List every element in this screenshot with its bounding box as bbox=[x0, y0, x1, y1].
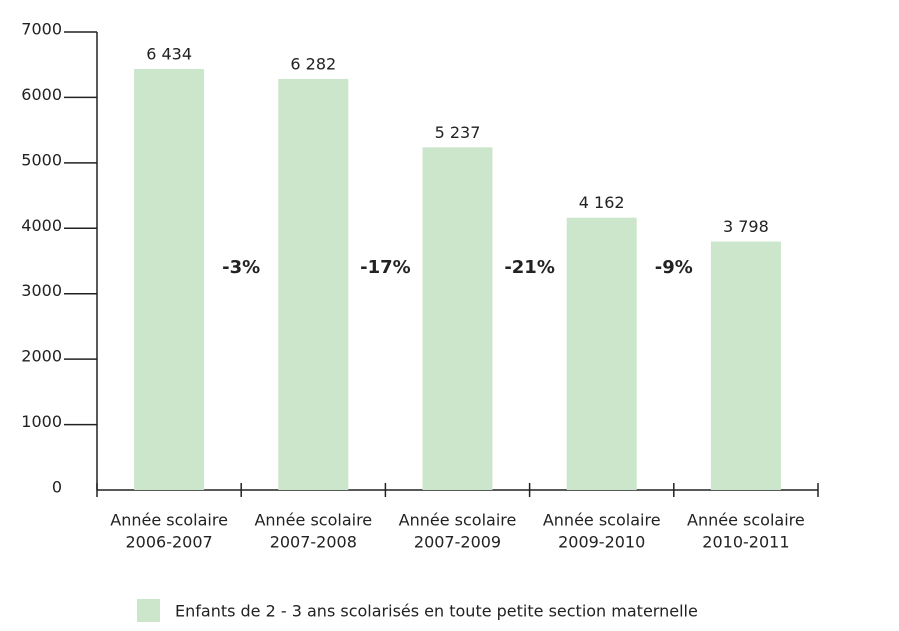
annotation: -21% bbox=[504, 257, 555, 278]
y-tick-label: 2000 bbox=[21, 347, 62, 366]
legend-label: Enfants de 2 - 3 ans scolarisés en toute… bbox=[175, 602, 698, 621]
x-tick-label: 2009-2010 bbox=[558, 533, 645, 552]
y-tick-label: 4000 bbox=[21, 216, 62, 235]
x-tick-label: Année scolaire bbox=[399, 511, 517, 530]
y-tick-label: 0 bbox=[52, 478, 62, 497]
value-label: 3 798 bbox=[723, 217, 769, 236]
x-tick-label: 2006-2007 bbox=[125, 533, 212, 552]
value-label: 4 162 bbox=[579, 193, 625, 212]
x-tick-label: Année scolaire bbox=[687, 511, 805, 530]
x-tick-label: Année scolaire bbox=[543, 511, 661, 530]
bar bbox=[278, 78, 349, 490]
value-label: 6 282 bbox=[290, 54, 336, 73]
y-tick-label: 3000 bbox=[21, 281, 62, 300]
bar bbox=[710, 241, 781, 490]
bar bbox=[566, 217, 637, 490]
annotation: -9% bbox=[655, 257, 693, 278]
x-tick-label: 2010-2011 bbox=[702, 533, 789, 552]
x-tick-label: Année scolaire bbox=[110, 511, 228, 530]
value-label: 5 237 bbox=[435, 123, 481, 142]
bar bbox=[134, 69, 205, 491]
y-tick-label: 5000 bbox=[21, 150, 62, 169]
x-tick-label: Année scolaire bbox=[254, 511, 372, 530]
x-tick-label: 2007-2008 bbox=[270, 533, 357, 552]
annotation: -3% bbox=[222, 257, 260, 278]
bar bbox=[422, 147, 493, 490]
value-label: 6 434 bbox=[146, 45, 192, 64]
annotation: -17% bbox=[360, 257, 411, 278]
x-tick-label: 2007-2009 bbox=[414, 533, 501, 552]
y-tick-label: 1000 bbox=[21, 412, 62, 431]
legend-swatch bbox=[137, 599, 160, 622]
y-tick-label: 7000 bbox=[21, 20, 62, 39]
y-tick-label: 6000 bbox=[21, 85, 62, 104]
